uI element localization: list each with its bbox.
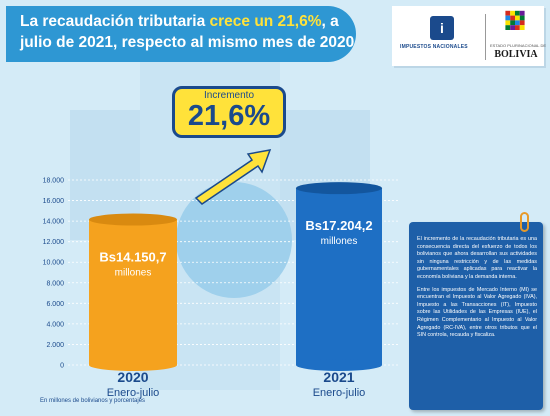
y-tick-label: 0	[60, 363, 64, 370]
y-tick-label: 8.000	[46, 280, 64, 287]
value-unit-label: millones	[321, 236, 358, 247]
y-tick-label: 18.000	[43, 178, 65, 185]
increment-badge: Incremento 21,6%	[172, 86, 286, 138]
bolivia-name: BOLIVIA	[494, 49, 538, 60]
headline-part2: , a	[321, 13, 339, 30]
headline-highlight: crece un 21,6%	[209, 13, 322, 30]
logos-panel: i IMPUESTOS NACIONALES ESTADO PLURINACIO…	[392, 6, 547, 66]
paperclip-icon	[520, 212, 529, 232]
y-tick-label: 14.000	[43, 219, 65, 226]
info-paragraph-1: El incremento de la recaudación tributar…	[417, 236, 537, 280]
logo-divider	[485, 14, 486, 60]
value-label: Bs17.204,2	[305, 218, 372, 233]
bolivia-logo: ESTADO PLURINACIONAL DE BOLIVIA	[490, 10, 547, 64]
bar-top-2021	[296, 182, 382, 195]
info-box: El incremento de la recaudación tributar…	[409, 222, 543, 410]
increment-value: 21,6%	[187, 100, 271, 132]
info-paragraph-2: Entre los impuestos de Mercado Interno (…	[417, 286, 537, 339]
chart-bars	[89, 182, 382, 371]
bolivia-small-text: ESTADO PLURINACIONAL DE	[490, 43, 547, 48]
value-unit-label: millones	[115, 268, 152, 279]
category-label: 2021	[323, 369, 354, 385]
category-label: 2020	[117, 369, 148, 385]
y-tick-label: 16.000	[43, 198, 65, 205]
background-circle	[176, 182, 292, 298]
bolivia-seal-icon	[505, 10, 525, 30]
info-text: El incremento de la recaudación tributar…	[417, 236, 537, 345]
increment-label: Incremento	[203, 90, 255, 101]
headline-line2: julio de 2021, respecto al mismo mes de …	[20, 34, 355, 51]
category-sublabel: Enero-julio	[107, 387, 160, 399]
y-tick-label: 10.000	[43, 260, 65, 267]
bar-2021	[296, 188, 382, 365]
growth-arrow-icon	[194, 149, 272, 205]
category-sublabel: Enero-julio	[313, 387, 366, 399]
units-note: En millones de bolivianos y porcentajes	[40, 398, 146, 404]
in-logo-icon: i	[430, 16, 454, 40]
y-tick-label: 2.000	[46, 342, 64, 349]
bar-base-2021	[296, 359, 382, 371]
chart-labels: Bs14.150,7 millones 2020 Enero-julio Bs17.20…	[99, 218, 372, 399]
headline-banner: La recaudación tributaria crece un 21,6%…	[6, 6, 356, 62]
headline-part1: La recaudación tributaria	[20, 13, 210, 30]
bar-top-2020	[89, 213, 177, 226]
y-tick-label: 4.000	[46, 321, 64, 328]
impuestos-nacionales-logo: i IMPUESTOS NACIONALES	[400, 12, 480, 62]
y-axis-ticks: 0 2.000 4.000 6.000 8.000 10.000 12.000 14.000 1…	[43, 178, 65, 370]
bar-base-2020	[89, 359, 177, 371]
y-tick-label: 12.000	[43, 239, 65, 246]
value-label: Bs14.150,7	[99, 250, 166, 265]
sin-logo-text: IMPUESTOS NACIONALES	[400, 44, 468, 50]
bar-2020	[89, 219, 177, 365]
y-tick-label: 6.000	[46, 301, 64, 308]
